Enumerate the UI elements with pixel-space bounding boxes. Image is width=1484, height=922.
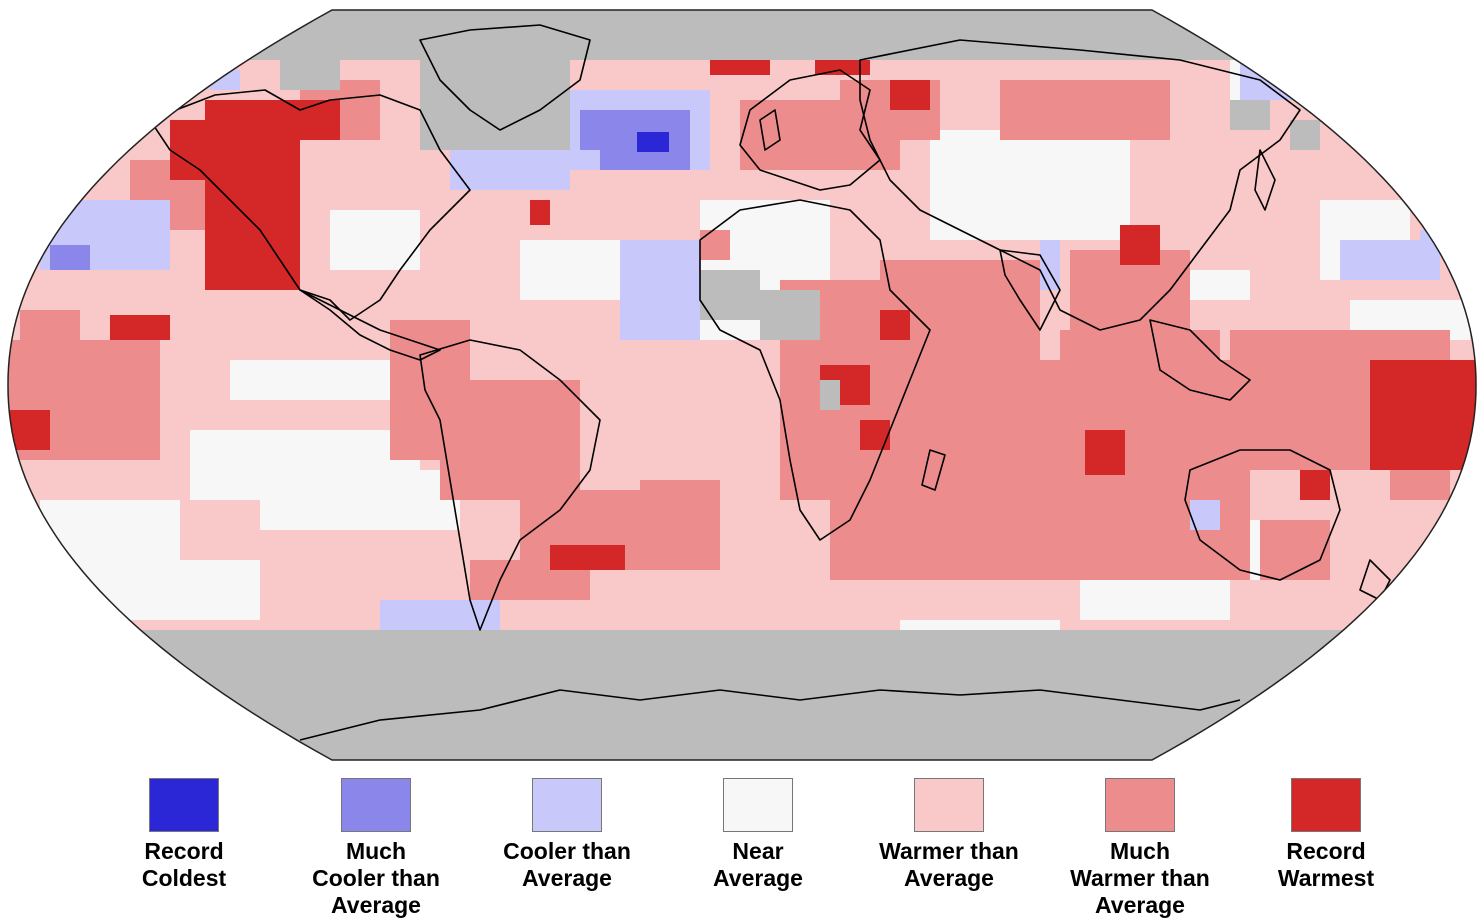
southeast-asia-outline: [1149, 319, 1251, 401]
legend-label-record-warmest: Record Warmest: [1277, 838, 1375, 891]
anomaly-region-much-warmer: [700, 230, 730, 260]
anomaly-region-cooler: [620, 240, 700, 340]
legend-label-much-warmer: Much Warmer than Average: [1070, 838, 1210, 918]
australia-outline: [1184, 449, 1341, 581]
legend-item-much-warmer: Much Warmer than Average: [1040, 778, 1240, 919]
legend-swatch-warmer: [914, 778, 984, 832]
anomaly-region-much-warmer: [1260, 520, 1330, 580]
legend-label-cooler: Cooler than Average: [503, 838, 631, 891]
anomaly-region-much-warmer: [640, 480, 720, 540]
legend-item-cooler: Cooler than Average: [467, 778, 667, 892]
anomaly-region-no-data: [280, 60, 340, 90]
anomaly-region-near: [330, 210, 420, 270]
anomaly-region-record-warmest: [1120, 225, 1160, 265]
anomaly-region-record-warmest: [530, 200, 550, 225]
anomaly-region-near: [1080, 580, 1230, 620]
legend-label-near: Near Average: [713, 838, 803, 891]
anomaly-region-near: [230, 360, 410, 400]
legend-swatch-cooler: [532, 778, 602, 832]
anomaly-region-record-warmest: [1300, 470, 1330, 500]
map-svg: [7, 9, 1477, 761]
antarctica-outline: [299, 689, 1241, 741]
anomaly-region-no-data: [820, 380, 840, 410]
legend-item-record-warmest: Record Warmest: [1226, 778, 1426, 892]
legend-swatch-much-warmer: [1105, 778, 1175, 832]
anomaly-region-cooler: [1040, 240, 1060, 290]
legend-swatch-record-coldest: [149, 778, 219, 832]
anomaly-region-much-cooler: [600, 150, 690, 170]
anomaly-region-much-warmer: [1000, 80, 1170, 140]
legend-swatch-record-warmest: [1291, 778, 1361, 832]
anomaly-cell-record-coldest: [637, 132, 669, 152]
central-america-outline: [299, 289, 441, 361]
india-outline: [999, 249, 1061, 331]
anomaly-region-record-warmest: [1390, 360, 1450, 400]
anomaly-region-record-warmest: [550, 545, 625, 570]
legend-label-much-cooler: Much Cooler than Average: [312, 838, 440, 918]
anomaly-region-no-data: [420, 60, 570, 150]
greenland-outline: [419, 24, 591, 131]
anomaly-region-much-warmer: [20, 310, 80, 350]
legend-item-much-cooler: Much Cooler than Average: [276, 778, 476, 919]
world-map: [7, 9, 1477, 761]
anomaly-region-record-warmest: [300, 100, 340, 140]
madagascar-outline: [921, 449, 946, 491]
anomaly-region-near: [260, 470, 460, 530]
anomaly-region-record-warmest: [10, 410, 50, 450]
legend-swatch-much-cooler: [341, 778, 411, 832]
anomaly-region-no-data: [8, 630, 1476, 760]
anomaly-region-near: [930, 130, 1130, 240]
anomaly-region-no-data: [1230, 100, 1270, 130]
anomaly-region-record-warmest: [880, 310, 910, 340]
legend-item-near: Near Average: [658, 778, 858, 892]
anomaly-region-no-data: [1290, 120, 1320, 150]
south-america-outline: [419, 339, 601, 631]
legend-item-record-coldest: Record Coldest: [84, 778, 284, 892]
anomaly-region-record-warmest: [110, 315, 170, 340]
africa-outline: [699, 199, 931, 541]
europe-outline: [739, 69, 881, 191]
anomaly-region-no-data: [700, 270, 760, 320]
legend: Record Coldest Much Cooler than Average …: [0, 772, 1484, 922]
anomaly-region-record-warmest: [890, 80, 930, 110]
legend-item-warmer: Warmer than Average: [849, 778, 1049, 892]
asia-outline: [859, 39, 1301, 331]
anomaly-region-much-warmer: [440, 380, 580, 500]
legend-swatch-near: [723, 778, 793, 832]
anomaly-region-much-cooler: [50, 245, 90, 270]
anomaly-region-record-warmest: [860, 420, 890, 450]
anomaly-region-much-warmer: [1060, 330, 1220, 420]
country-outlines: [149, 24, 1391, 741]
anomaly-region-near: [60, 560, 260, 620]
anomaly-region-no-data: [760, 290, 820, 340]
anomaly-region-record-warmest: [1085, 430, 1125, 475]
legend-label-record-coldest: Record Coldest: [141, 838, 227, 891]
anomaly-region-cooler: [210, 70, 240, 90]
japan-outline: [1254, 149, 1276, 211]
globe-border: [7, 9, 1477, 761]
uk-outline: [759, 109, 781, 151]
anomaly-region-no-data: [8, 10, 1476, 60]
anomaly-region-much-cooler: [580, 110, 690, 150]
anomaly-grid: [8, 10, 1476, 760]
legend-label-warmer: Warmer than Average: [879, 838, 1019, 891]
north-america-outline: [149, 89, 471, 321]
